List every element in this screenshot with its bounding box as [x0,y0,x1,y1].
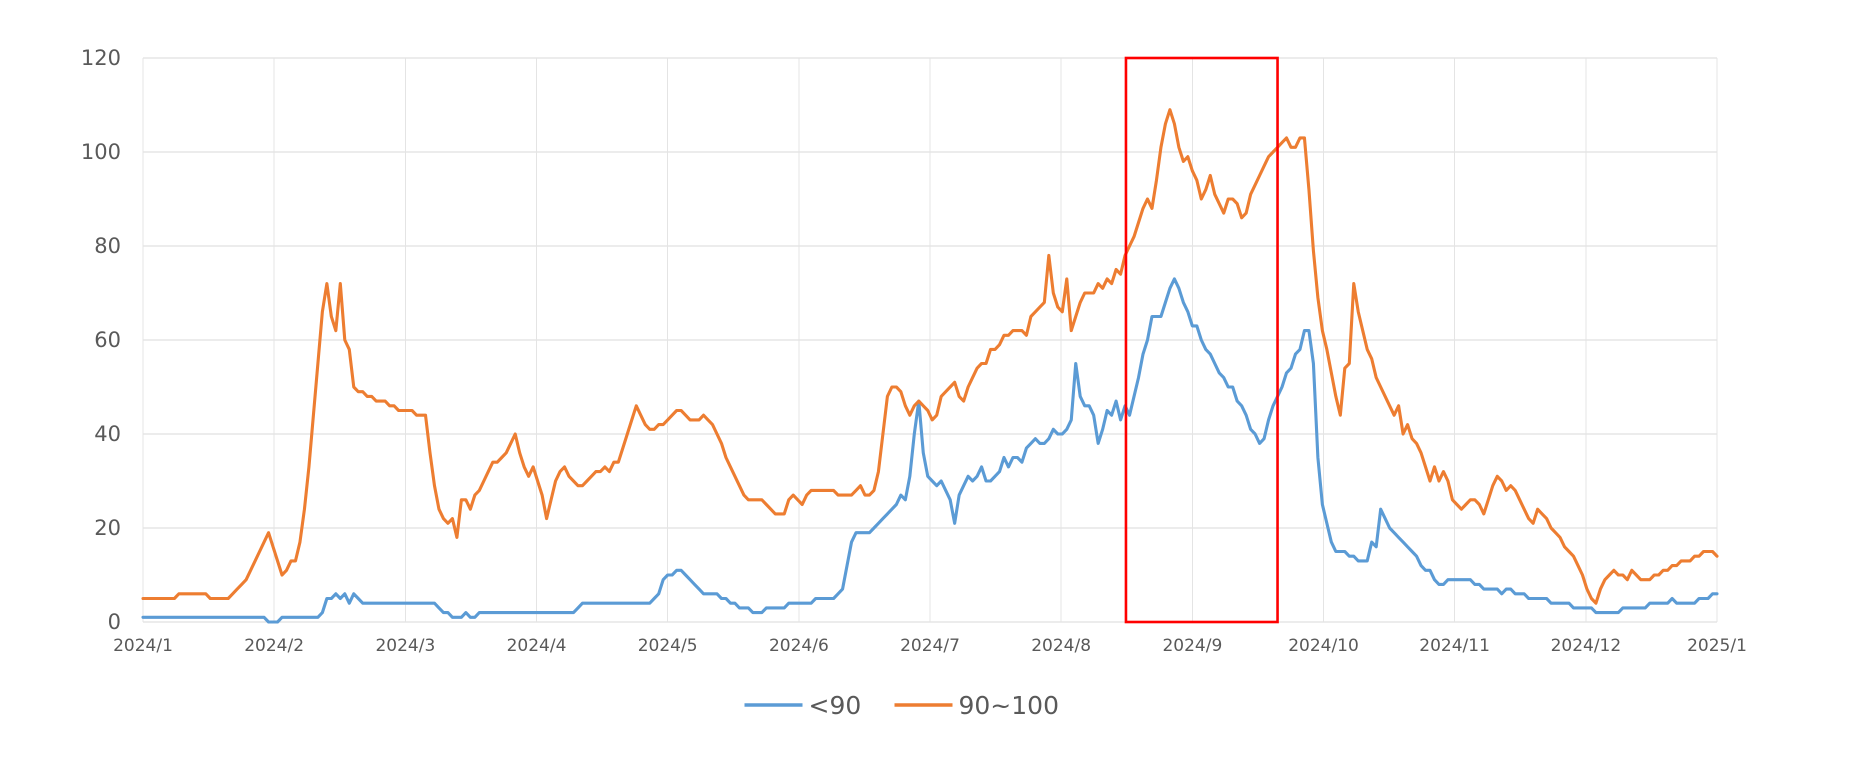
x-axis-tick-labels: 2024/1 2024/2 2024/3 2024/4 2024/5 2024/6 2024… [113,636,1747,656]
y-tick-label: 20 [94,516,121,540]
y-tick-label: 80 [94,234,121,258]
x-tick-label: 2024/4 [507,636,567,656]
x-tick-label: 2024/11 [1419,636,1490,656]
y-tick-label: 60 [94,328,121,352]
x-tick-label: 2024/8 [1031,636,1091,656]
y-tick-label: 120 [81,46,121,70]
legend-label-<90: <90 [809,691,862,720]
x-tick-label: 2024/9 [1162,636,1222,656]
x-tick-label: 2024/7 [900,636,960,656]
highlight-rectangle [1124,56,1279,624]
x-tick-label: 2024/5 [638,636,698,656]
legend-label-90~100: 90~100 [959,691,1059,720]
x-tick-label: 2024/2 [244,636,304,656]
y-tick-label: 100 [81,140,121,164]
series-group [141,108,1719,624]
y-tick-label: 40 [94,422,121,446]
y-axis-tick-labels: 120 100 80 60 40 20 0 [81,46,121,634]
x-tick-label: 2024/6 [769,636,829,656]
series-line-<90 [141,277,1719,624]
x-tick-label: 2024/10 [1288,636,1359,656]
x-tick-label: 2024/3 [375,636,435,656]
x-tick-label: 2024/12 [1551,636,1622,656]
y-tick-label: 0 [108,610,121,634]
legend: <90 90~100 [744,691,1059,720]
annotation-group [1124,56,1279,624]
series-line-90~100 [141,108,1719,605]
x-tick-label: 2024/1 [113,636,173,656]
x-tick-label: 2025/1 [1687,636,1747,656]
